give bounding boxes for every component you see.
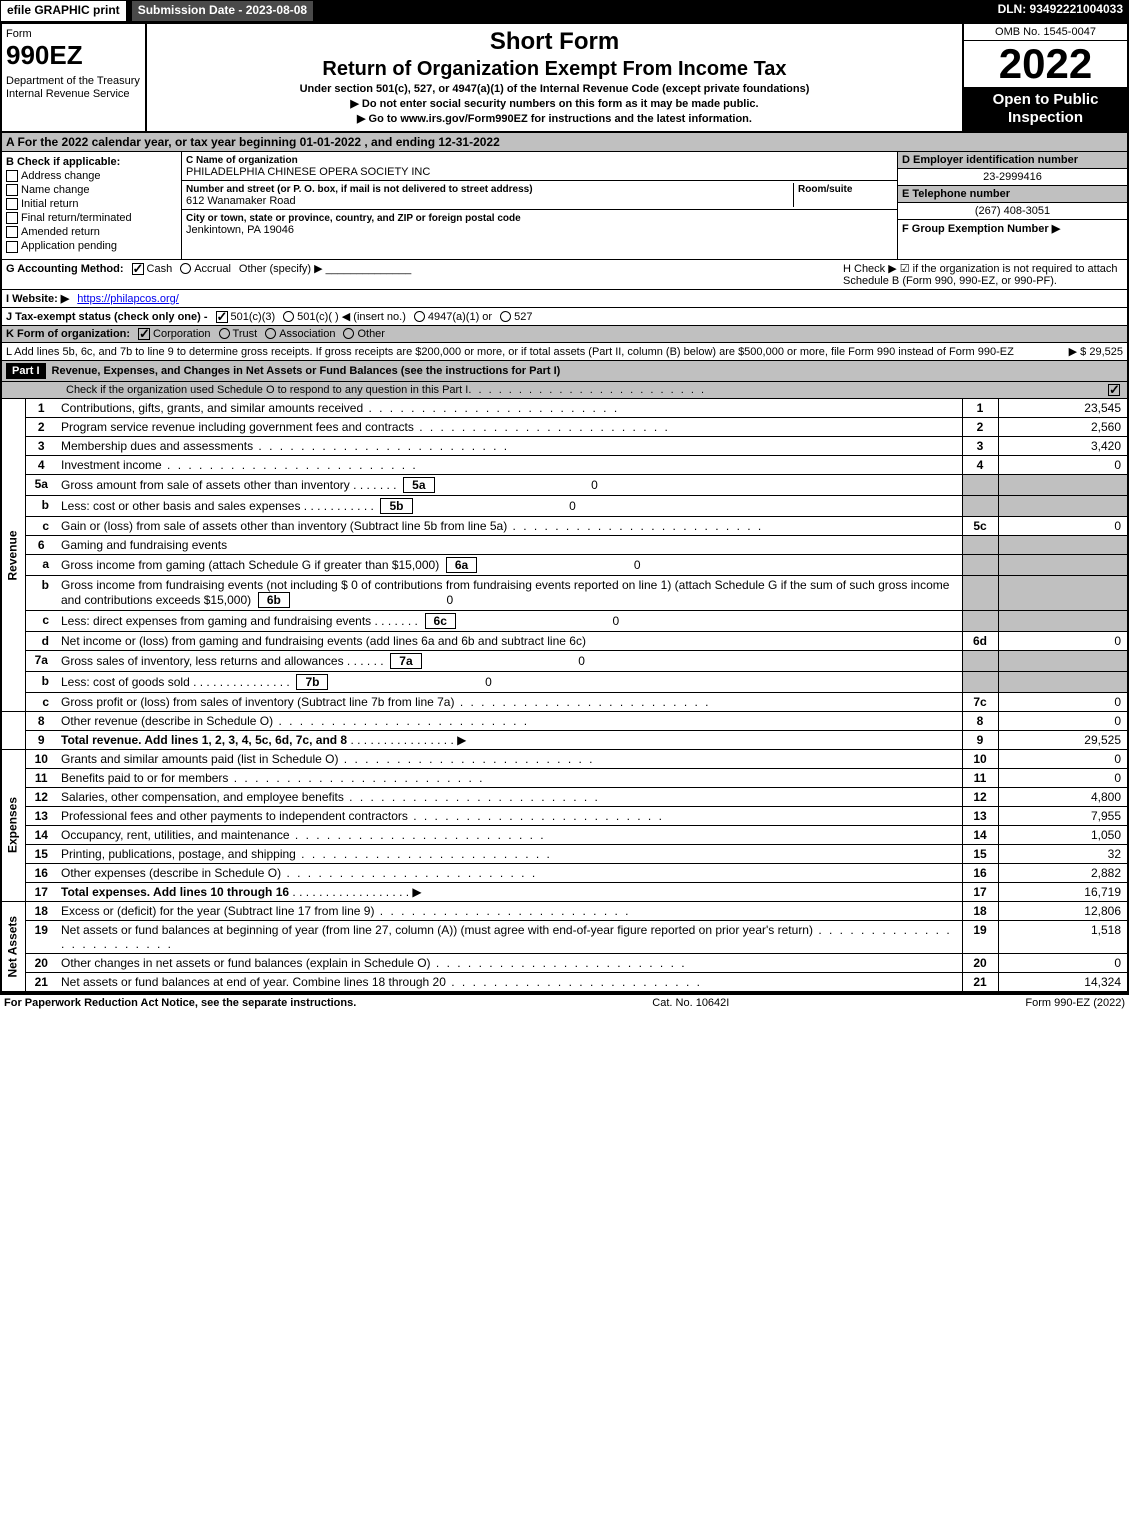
check-other-org[interactable]: Other xyxy=(343,328,385,340)
website-link[interactable]: https://philapcos.org/ xyxy=(77,293,179,305)
check-501c[interactable]: 501(c)( ) ◀ (insert no.) xyxy=(283,310,406,323)
dln-label: DLN: 93492221004033 xyxy=(992,0,1129,22)
line-k-form-org: K Form of organization: Corporation Trus… xyxy=(0,326,1129,343)
schedule-o-checkbox[interactable] xyxy=(1108,384,1120,396)
ssn-warning: ▶ Do not enter social security numbers o… xyxy=(155,97,954,110)
line-i-website: I Website: ▶ https://philapcos.org/ xyxy=(0,290,1129,308)
submission-date-button[interactable]: Submission Date - 2023-08-08 xyxy=(131,0,314,22)
room-label: Room/suite xyxy=(798,184,852,195)
telephone-value: (267) 408-3051 xyxy=(898,203,1127,220)
part-1-table: Revenue 1Contributions, gifts, grants, a… xyxy=(0,399,1129,993)
city-state-zip: Jenkintown, PA 19046 xyxy=(186,224,294,236)
line-j-tax-exempt: J Tax-exempt status (check only one) - 5… xyxy=(0,308,1129,326)
open-to-public-badge: Open to Public Inspection xyxy=(964,87,1127,131)
street-label: Number and street (or P. O. box, if mail… xyxy=(186,184,533,195)
ein-label: D Employer identification number xyxy=(902,154,1078,166)
tax-year: 2022 xyxy=(964,41,1127,87)
radio-accrual[interactable]: Accrual xyxy=(180,263,231,275)
revenue-section-label: Revenue xyxy=(1,399,25,712)
part-1-title: Revenue, Expenses, and Changes in Net As… xyxy=(52,365,561,377)
check-initial-return[interactable]: Initial return xyxy=(6,198,177,210)
check-4947[interactable]: 4947(a)(1) or xyxy=(414,311,492,323)
line-g-accounting: G Accounting Method: Cash Accrual Other … xyxy=(0,260,1129,290)
check-527[interactable]: 527 xyxy=(500,311,532,323)
goto-link[interactable]: ▶ Go to www.irs.gov/Form990EZ for instru… xyxy=(155,112,954,125)
check-address-change[interactable]: Address change xyxy=(6,170,177,182)
form-header: Form 990EZ Department of the Treasury In… xyxy=(0,22,1129,133)
form-number: 990EZ xyxy=(6,40,141,71)
telephone-label: E Telephone number xyxy=(902,188,1010,200)
city-label: City or town, state or province, country… xyxy=(186,213,521,224)
catalog-number: Cat. No. 10642I xyxy=(652,997,729,1009)
org-name: PHILADELPHIA CHINESE OPERA SOCIETY INC xyxy=(186,166,430,178)
net-assets-section-label: Net Assets xyxy=(1,901,25,992)
department-label: Department of the Treasury Internal Reve… xyxy=(6,75,141,101)
efile-print-button[interactable]: efile GRAPHIC print xyxy=(0,0,127,22)
line-l-gross-receipts: L Add lines 5b, 6c, and 7b to line 9 to … xyxy=(0,343,1129,361)
address-block: B Check if applicable: Address change Na… xyxy=(0,152,1129,260)
org-name-label: C Name of organization xyxy=(186,155,298,166)
check-corporation[interactable]: Corporation xyxy=(138,328,210,340)
short-form-title: Short Form xyxy=(155,28,954,56)
return-title: Return of Organization Exempt From Incom… xyxy=(155,58,954,81)
check-applicable-label: B Check if applicable: xyxy=(6,156,177,168)
radio-cash[interactable]: Cash xyxy=(132,263,173,275)
check-trust[interactable]: Trust xyxy=(219,328,258,340)
street-address: 612 Wanamaker Road xyxy=(186,195,296,207)
line-h-schedule-b: H Check ▶ ☑ if the organization is not r… xyxy=(843,262,1123,287)
check-application-pending[interactable]: Application pending xyxy=(6,240,177,252)
part-1-header-row: Part I Revenue, Expenses, and Changes in… xyxy=(0,361,1129,382)
part-1-badge: Part I xyxy=(6,363,46,379)
check-association[interactable]: Association xyxy=(265,328,335,340)
check-501c3[interactable]: 501(c)(3) xyxy=(216,311,276,323)
group-exemption-label: F Group Exemption Number ▶ xyxy=(902,223,1060,235)
line-a-calendar: A For the 2022 calendar year, or tax yea… xyxy=(0,133,1129,152)
form-label: Form xyxy=(6,28,141,40)
check-name-change[interactable]: Name change xyxy=(6,184,177,196)
top-bar: efile GRAPHIC print Submission Date - 20… xyxy=(0,0,1129,22)
radio-other[interactable]: Other (specify) ▶ ______________ xyxy=(239,262,411,275)
form-footer-label: Form 990-EZ (2022) xyxy=(1025,997,1125,1009)
paperwork-notice: For Paperwork Reduction Act Notice, see … xyxy=(4,997,356,1009)
page-footer: For Paperwork Reduction Act Notice, see … xyxy=(0,993,1129,1011)
omb-number: OMB No. 1545-0047 xyxy=(964,24,1127,41)
ein-value: 23-2999416 xyxy=(898,169,1127,186)
check-final-return[interactable]: Final return/terminated xyxy=(6,212,177,224)
gross-receipts-value: ▶ $ 29,525 xyxy=(1069,345,1123,358)
check-amended-return[interactable]: Amended return xyxy=(6,226,177,238)
under-section-text: Under section 501(c), 527, or 4947(a)(1)… xyxy=(155,83,954,95)
part-1-schedule-o-check: Check if the organization used Schedule … xyxy=(0,382,1129,399)
expenses-section-label: Expenses xyxy=(1,749,25,901)
